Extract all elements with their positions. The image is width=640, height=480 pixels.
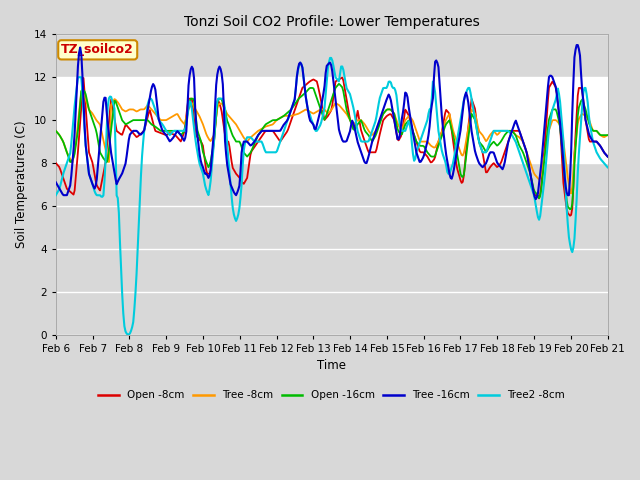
Legend: Open -8cm, Tree -8cm, Open -16cm, Tree -16cm, Tree2 -8cm: Open -8cm, Tree -8cm, Open -16cm, Tree -… — [94, 386, 570, 405]
X-axis label: Time: Time — [317, 359, 346, 372]
Title: Tonzi Soil CO2 Profile: Lower Temperatures: Tonzi Soil CO2 Profile: Lower Temperatur… — [184, 15, 479, 29]
Text: TZ_soilco2: TZ_soilco2 — [61, 43, 134, 56]
Bar — [56, 77, 607, 163]
Y-axis label: Soil Temperatures (C): Soil Temperatures (C) — [15, 120, 28, 248]
